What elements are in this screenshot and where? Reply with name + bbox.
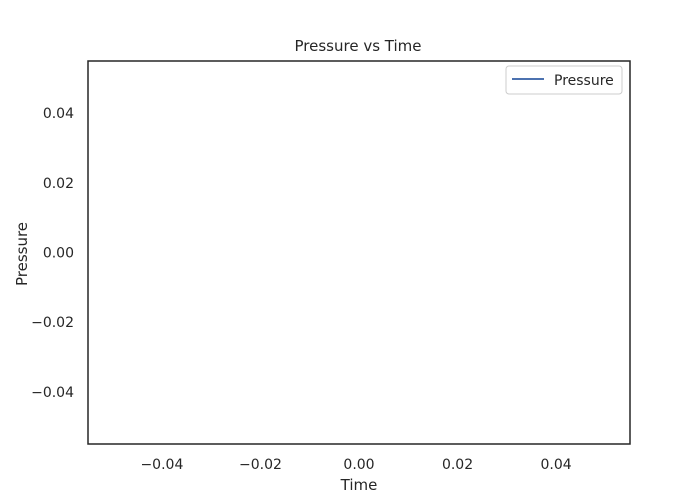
y-tick-label: 0.00 bbox=[43, 246, 74, 262]
x-tick-label: −0.04 bbox=[140, 457, 183, 473]
y-tick-label: 0.02 bbox=[43, 176, 74, 192]
x-axis-ticks: −0.04 −0.02 0.00 0.02 0.04 bbox=[140, 457, 571, 473]
legend-label-pressure: Pressure bbox=[554, 73, 614, 89]
x-tick-label: 0.04 bbox=[541, 457, 572, 473]
y-tick-label: −0.04 bbox=[31, 385, 74, 401]
x-tick-label: −0.02 bbox=[239, 457, 282, 473]
y-axis-label: Pressure bbox=[13, 222, 31, 286]
y-axis-ticks: 0.04 0.02 0.00 −0.02 −0.04 bbox=[31, 106, 74, 401]
plot-area-frame bbox=[87, 60, 631, 445]
y-tick-label: 0.04 bbox=[43, 106, 74, 122]
x-axis-label: Time bbox=[340, 476, 378, 494]
x-tick-label: 0.02 bbox=[442, 457, 473, 473]
y-tick-label: −0.02 bbox=[31, 315, 74, 331]
legend-box bbox=[505, 65, 623, 95]
legend: Pressure bbox=[505, 65, 623, 95]
chart-title: Pressure vs Time bbox=[295, 37, 422, 55]
x-tick-label: 0.00 bbox=[343, 457, 374, 473]
